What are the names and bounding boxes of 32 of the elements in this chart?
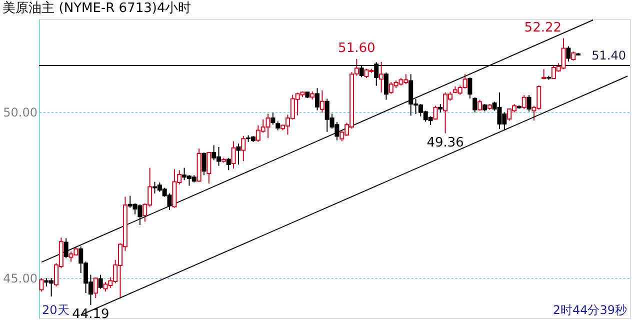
y-tick-label: 45.00 — [3, 272, 38, 286]
candlestick — [526, 94, 532, 112]
candlestick — [98, 274, 103, 290]
candlestick — [522, 94, 526, 110]
candlestick — [379, 61, 384, 93]
annotation: 20天 — [42, 303, 70, 317]
candlestick — [478, 99, 482, 112]
candlestick — [231, 140, 236, 169]
candlestick — [315, 88, 320, 111]
candlestick — [320, 90, 324, 114]
candlestick — [64, 238, 68, 259]
annotation: 2时44分39秒 — [552, 303, 627, 317]
candlestick — [39, 278, 44, 292]
ref-line-label: 51.40 — [592, 48, 626, 63]
candlestick — [206, 151, 212, 184]
candlestick — [468, 76, 472, 99]
candlestick — [566, 46, 571, 62]
candlestick — [384, 72, 388, 100]
y-tick-label: 50.00 — [3, 106, 38, 120]
candlestick — [270, 112, 276, 126]
candlestick — [236, 143, 241, 166]
annotation: 44.19 — [72, 307, 110, 322]
annotation: 51.60 — [338, 40, 376, 56]
candlestick — [241, 135, 246, 162]
candlestick — [226, 157, 231, 171]
candlestick — [433, 105, 438, 120]
chart-title: 美原油主 (NYME-R 6713)4小时 — [2, 0, 192, 16]
candlestick — [93, 276, 98, 299]
candlestick — [472, 96, 478, 113]
annotation: 52.22 — [524, 20, 562, 36]
candlestick — [202, 152, 206, 176]
annotation: 49.36 — [426, 135, 464, 150]
